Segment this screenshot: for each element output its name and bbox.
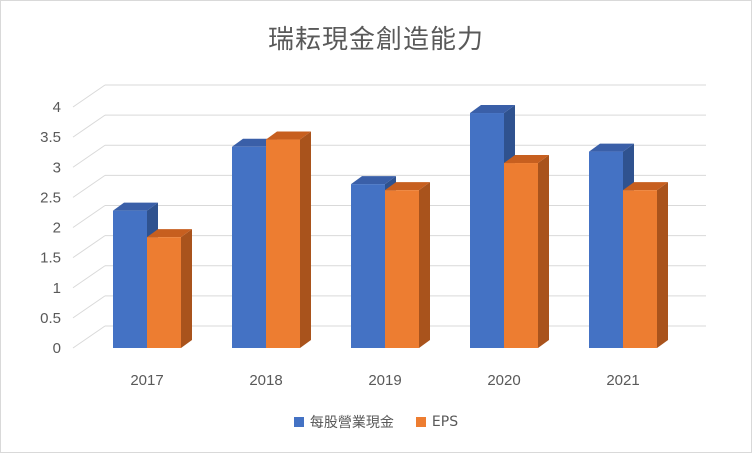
bar-top: [266, 131, 311, 140]
bar-top: [385, 182, 430, 191]
gridline-diagonal: [72, 84, 106, 108]
bar-top: [589, 143, 634, 152]
bar-top: [147, 229, 192, 238]
bar-front: [385, 190, 419, 348]
legend-swatch-series-2: [415, 417, 426, 427]
bar-top: [470, 105, 515, 114]
bar-side: [181, 229, 192, 348]
y-tick-label: 3.5: [40, 129, 61, 146]
x-tick-label: 2019: [368, 372, 401, 389]
gridline-diagonal: [72, 144, 106, 168]
bar-front: [232, 146, 266, 348]
bar-side: [419, 182, 430, 348]
gridline-diagonal: [72, 265, 106, 289]
x-axis-ticks: 2017 2018 2019 2020 2021: [130, 372, 639, 389]
bar-top: [623, 182, 668, 191]
y-tick-label: 1.5: [40, 250, 61, 267]
y-tick-label: 3: [53, 159, 61, 176]
gridline-diagonal: [72, 205, 106, 228]
gridline-diagonal: [72, 114, 106, 138]
gridline-diagonal: [72, 295, 106, 319]
bar-2021-series-2: [623, 182, 668, 348]
bar-top: [113, 202, 158, 211]
y-tick-label: 2.5: [40, 189, 61, 206]
bar-front: [470, 113, 504, 349]
bar-front: [504, 163, 538, 348]
bar-top: [504, 155, 549, 164]
bar-front: [623, 190, 657, 348]
legend-label-series-1: 每股營業現金: [309, 415, 394, 431]
bar-2018-series-2: [266, 131, 311, 348]
x-tick-label: 2017: [130, 372, 163, 389]
y-tick-label: 4: [53, 99, 61, 116]
bar-side: [300, 131, 311, 348]
gridline-diagonal: [72, 235, 106, 259]
bar-front: [113, 210, 147, 348]
chart-title: 瑞耘現金創造能力: [267, 25, 484, 55]
legend-item-series-2: EPS: [415, 414, 459, 430]
bar-2020-series-2: [504, 155, 549, 348]
bar-2019-series-2: [385, 182, 430, 348]
legend-swatch-series-1: [293, 417, 304, 427]
bars: [113, 105, 668, 349]
x-tick-label: 2020: [487, 372, 520, 389]
legend: 每股營業現金 EPS: [1, 412, 751, 432]
y-tick-label: 1: [53, 280, 61, 297]
x-tick-label: 2021: [606, 372, 639, 389]
bar-2017-series-2: [147, 229, 192, 348]
y-tick-label: 0.5: [40, 310, 61, 327]
bar-front: [589, 151, 623, 348]
x-tick-label: 2018: [249, 372, 282, 389]
legend-item-series-1: 每股營業現金: [293, 412, 394, 432]
gridline-diagonal: [72, 325, 106, 349]
bar-top: [232, 138, 277, 147]
bar-front: [147, 237, 181, 348]
bar-top: [351, 176, 396, 185]
bar-front: [351, 184, 385, 348]
y-axis-ticks: 0 0.5 1 1.5 2 2.5 3 3.5 4: [40, 99, 61, 357]
y-tick-label: 0: [53, 340, 61, 357]
bar-side: [538, 155, 549, 348]
y-tick-label: 2: [53, 220, 61, 237]
bar-front: [266, 139, 300, 348]
legend-label-series-2: EPS: [431, 414, 459, 430]
bar-side: [657, 182, 668, 348]
gridline-diagonal: [72, 174, 106, 198]
